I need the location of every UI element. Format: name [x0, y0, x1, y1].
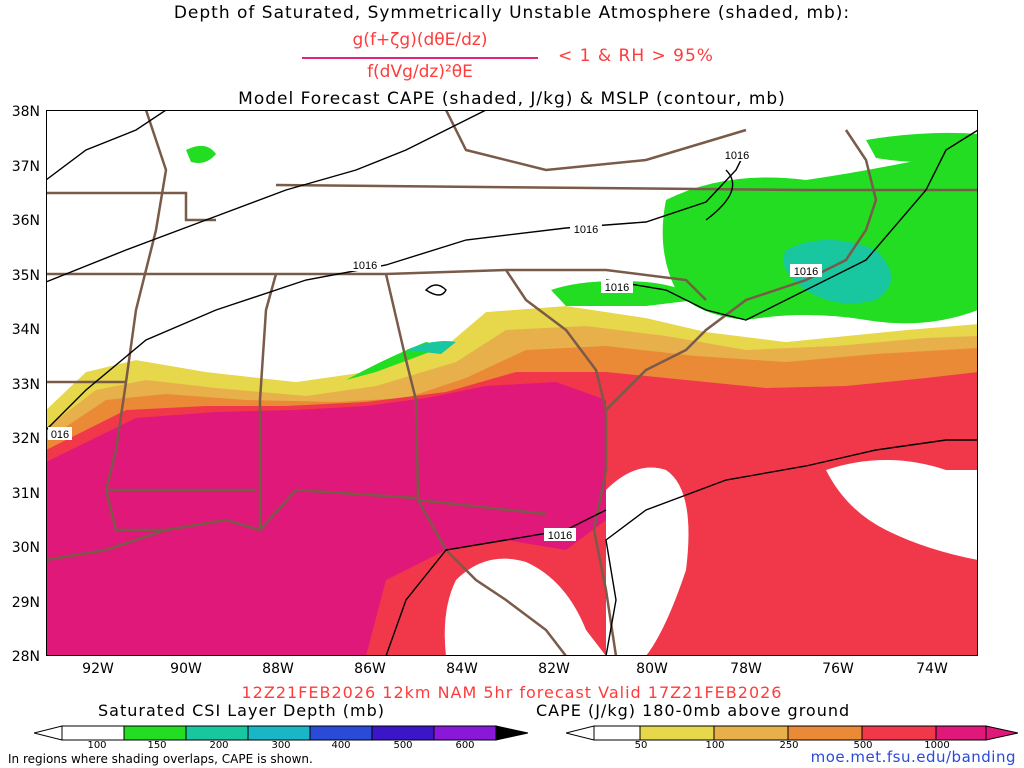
csi-tick: 600 — [455, 740, 475, 751]
csi-patch-green-md — [866, 132, 978, 163]
lat-label: 32N — [11, 431, 40, 447]
isobar-label: 1016 — [794, 266, 818, 278]
lon-label: 86W — [354, 661, 386, 677]
lat-label: 30N — [11, 540, 40, 556]
forecast-map: 1016 1016 1016 1016 1016 1016 016 — [46, 110, 978, 656]
csi-formula: g(f+ζg)(dθE/dz) f(dVg/dz)²θE < 1 & RH > … — [290, 30, 810, 86]
isobar-label: 1016 — [574, 224, 598, 236]
lon-label: 80W — [636, 661, 668, 677]
lat-label: 36N — [11, 213, 40, 229]
lat-label: 28N — [11, 649, 40, 665]
formula-fraction-bar — [302, 57, 538, 59]
isobar-label: 1016 — [605, 282, 629, 294]
csi-tick: 150 — [147, 740, 167, 751]
csi-colorbar-label: Saturated CSI Layer Depth (mb) — [98, 701, 385, 720]
lon-label: 78W — [730, 661, 762, 677]
lon-label: 88W — [262, 661, 294, 677]
isobar-label: 016 — [51, 429, 69, 441]
overlap-footnote: In regions where shading overlaps, CAPE … — [8, 752, 313, 766]
isobar-contours — [46, 110, 978, 656]
cape-colorbar — [566, 725, 1018, 741]
forecast-valid-time: 12Z21FEB2026 12km NAM 5hr forecast Valid… — [241, 683, 783, 702]
cape-band-magenta — [46, 382, 606, 656]
lon-label: 84W — [446, 661, 478, 677]
csi-tick: 200 — [209, 740, 229, 751]
csi-tick: 500 — [393, 740, 413, 751]
isobar-labels: 1016 1016 1016 1016 1016 1016 016 — [48, 148, 822, 542]
formula-condition: < 1 & RH > 95% — [558, 46, 714, 66]
state-boundaries — [46, 110, 978, 656]
cape-tick: 250 — [779, 740, 799, 751]
lat-label: 33N — [11, 377, 40, 393]
cape-colorbar-label: CAPE (J/kg) 180-0mb above ground — [536, 701, 851, 720]
csi-patch-green-ky — [186, 145, 216, 163]
csi-patch-green — [662, 150, 978, 324]
source-credit-link[interactable]: moe.met.fsu.edu/banding — [810, 748, 1016, 766]
cape-tick: 500 — [853, 740, 873, 751]
atlantic-clear-area — [606, 467, 689, 656]
cape-tick: 100 — [705, 740, 725, 751]
csi-patch-teal-ga — [406, 341, 456, 354]
csi-patch-green-sc — [551, 281, 696, 306]
cape-tick: 1000 — [924, 740, 950, 751]
csi-tick: 300 — [271, 740, 291, 751]
map-subtitle: Model Forecast CAPE (shaded, J/kg) & MSL… — [238, 89, 786, 109]
lon-label: 92W — [82, 661, 114, 677]
lon-label: 82W — [538, 661, 570, 677]
csi-tick: 400 — [331, 740, 351, 751]
lat-label: 34N — [11, 322, 40, 338]
map-title: Depth of Saturated, Symmetrically Unstab… — [173, 3, 851, 23]
formula-numerator: g(f+ζg)(dθE/dz) — [352, 30, 488, 50]
lat-label: 35N — [11, 268, 40, 284]
map-border — [46, 110, 978, 656]
csi-tick: 100 — [87, 740, 107, 751]
formula-denominator: f(dVg/dz)²θE — [367, 62, 473, 82]
lon-label: 74W — [916, 661, 948, 677]
isobar-label: 1016 — [353, 260, 377, 272]
lon-label: 76W — [822, 661, 854, 677]
cape-tick: 50 — [634, 740, 648, 751]
lat-label: 38N — [11, 104, 40, 120]
atlantic-clear-area-east — [826, 460, 978, 560]
gulf-clear-area — [444, 558, 606, 656]
isobar-label: 1016 — [548, 530, 572, 542]
csi-colorbar — [34, 725, 528, 741]
isobar-label: 1016 — [725, 150, 749, 162]
lon-label: 90W — [170, 661, 202, 677]
lat-label: 29N — [11, 595, 40, 611]
lat-label: 31N — [11, 486, 40, 502]
lat-label: 37N — [11, 159, 40, 175]
